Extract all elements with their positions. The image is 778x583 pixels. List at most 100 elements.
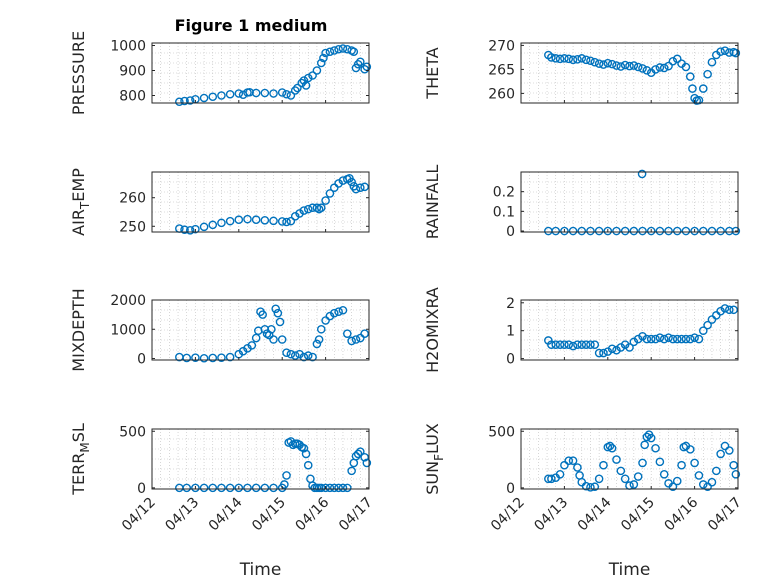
data-point bbox=[547, 340, 556, 349]
y-axis-label: RAINFALL bbox=[423, 165, 442, 240]
data-point bbox=[217, 91, 226, 100]
data-point bbox=[612, 226, 621, 236]
subplot-rainfall: 0 0.1 0.2 RAINFALL bbox=[423, 165, 741, 240]
data-point bbox=[625, 61, 634, 71]
data-point bbox=[199, 222, 209, 232]
data-point bbox=[303, 73, 313, 83]
data-point bbox=[208, 92, 218, 102]
data-point bbox=[351, 451, 361, 461]
data-point bbox=[685, 72, 695, 81]
data-point bbox=[672, 226, 682, 236]
data-point bbox=[316, 58, 326, 68]
data-point bbox=[655, 226, 665, 236]
data-point bbox=[316, 324, 326, 334]
axes-box bbox=[151, 171, 370, 233]
y-axis-label: AIRTEMP bbox=[69, 168, 92, 236]
data-point bbox=[547, 474, 556, 484]
y-tick-label: 0 bbox=[137, 481, 146, 497]
y-tick-label: 2000 bbox=[110, 293, 146, 309]
data-point bbox=[681, 226, 691, 236]
data-point bbox=[716, 226, 725, 236]
data-point bbox=[720, 441, 730, 451]
data-point bbox=[243, 483, 252, 493]
data-point bbox=[703, 482, 712, 492]
data-point bbox=[269, 335, 278, 344]
data-point bbox=[247, 341, 257, 350]
data-point bbox=[651, 65, 660, 74]
data-point bbox=[277, 88, 287, 97]
data-point bbox=[560, 226, 569, 236]
data-point bbox=[191, 353, 200, 362]
y-tick-label: 0 bbox=[506, 224, 515, 240]
y-axis-label: PRESSURE bbox=[69, 31, 88, 115]
data-point bbox=[234, 215, 244, 225]
data-point bbox=[655, 63, 665, 72]
figure-title: Figure 1 medium bbox=[175, 16, 328, 35]
data-point bbox=[690, 333, 699, 342]
data-point bbox=[703, 320, 712, 330]
data-point bbox=[180, 96, 189, 106]
data-point bbox=[659, 63, 669, 73]
data-point bbox=[629, 61, 639, 70]
y-axis-label: H2OMIXRA bbox=[423, 287, 442, 373]
data-point bbox=[685, 334, 695, 344]
data-point bbox=[243, 214, 252, 224]
data-point bbox=[664, 333, 673, 342]
data-point bbox=[301, 449, 311, 459]
data-point bbox=[199, 353, 209, 363]
data-point bbox=[182, 483, 192, 493]
data-point bbox=[180, 225, 189, 235]
data-point bbox=[655, 457, 665, 467]
data-point bbox=[668, 334, 678, 344]
data-point bbox=[607, 344, 617, 354]
data-point bbox=[347, 177, 356, 187]
data-point bbox=[251, 215, 261, 225]
subplot-air-temp: 250 260 AIRTEMP bbox=[69, 168, 370, 236]
data-point bbox=[314, 204, 324, 214]
data-point bbox=[175, 97, 184, 107]
grid bbox=[521, 300, 738, 360]
data-point bbox=[277, 335, 287, 344]
data-point bbox=[269, 483, 278, 493]
data-point bbox=[362, 458, 372, 468]
data-point bbox=[672, 334, 682, 344]
data-point bbox=[659, 469, 669, 479]
data-point bbox=[299, 206, 309, 215]
data-point bbox=[568, 341, 578, 351]
axes-box bbox=[520, 171, 739, 233]
y-axis-label: SUNFLUX bbox=[423, 423, 446, 495]
data-point bbox=[325, 47, 335, 57]
data-point bbox=[659, 334, 669, 344]
data-point bbox=[594, 348, 604, 358]
data-point bbox=[642, 334, 652, 344]
axes-box bbox=[520, 299, 739, 361]
data-point bbox=[290, 86, 300, 95]
data-point bbox=[731, 469, 741, 479]
data-point bbox=[314, 335, 324, 344]
data-point bbox=[638, 226, 647, 236]
subplot-pressure: 800 900 1000 PRESSURE bbox=[69, 31, 372, 115]
data-point bbox=[707, 477, 717, 487]
data-point bbox=[642, 432, 652, 442]
data-point bbox=[551, 54, 561, 63]
grid bbox=[521, 43, 738, 103]
grid bbox=[152, 300, 369, 360]
data-point bbox=[290, 351, 300, 360]
data-point bbox=[638, 331, 647, 341]
data-point bbox=[616, 62, 626, 71]
data-point bbox=[599, 60, 608, 69]
data-point bbox=[269, 216, 278, 226]
data-point bbox=[672, 476, 682, 486]
data-point bbox=[577, 226, 587, 236]
data-point bbox=[199, 93, 209, 103]
data-point bbox=[620, 60, 630, 70]
data-point bbox=[353, 59, 363, 69]
x-axis-label: Time bbox=[239, 560, 282, 580]
data-point bbox=[612, 61, 621, 70]
data-point bbox=[573, 463, 582, 472]
data-point bbox=[629, 226, 639, 236]
data-point bbox=[273, 308, 283, 318]
data-point bbox=[581, 481, 591, 491]
data-point bbox=[564, 340, 574, 349]
grid bbox=[521, 172, 738, 232]
